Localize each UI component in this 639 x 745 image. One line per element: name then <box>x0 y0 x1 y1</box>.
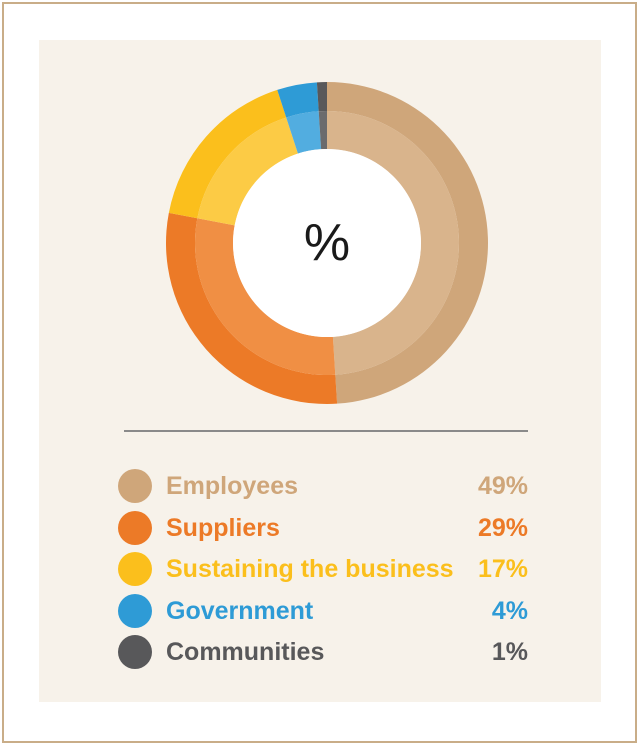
legend-label: Communities <box>166 638 325 666</box>
slice-inner-government <box>286 111 322 154</box>
legend-value: 1% <box>491 638 528 666</box>
slice-inner-employees <box>327 111 459 375</box>
slice-suppliers <box>165 212 338 404</box>
legend-item: Government 4% <box>118 591 530 633</box>
legend-label: Government <box>166 596 314 625</box>
donut-hole <box>233 149 421 337</box>
legend-label: Sustaining the business <box>166 555 454 583</box>
legend-label: Suppliers <box>166 513 280 542</box>
legend-item: Suppliers 29% <box>118 508 530 550</box>
legend-swatch <box>118 593 152 628</box>
slice-sustaining-the-business <box>168 89 287 219</box>
slice-government <box>277 82 319 118</box>
legend-value: 29% <box>477 513 528 542</box>
legend: Employees 49% Suppliers 29% Sustaining the b… <box>118 466 530 674</box>
legend-swatch <box>118 469 152 503</box>
slice-communities <box>316 82 327 112</box>
legend-swatch <box>118 510 152 545</box>
legend-label: Employees <box>166 472 299 500</box>
legend-value: 4% <box>491 596 528 625</box>
legend-swatch <box>118 635 152 669</box>
legend-divider <box>124 430 528 432</box>
slice-inner-communities <box>318 111 327 150</box>
donut-center-label: % <box>304 214 350 272</box>
donut-slices <box>165 82 488 404</box>
legend-value: 49% <box>477 472 528 500</box>
legend-item: Communities 1% <box>118 632 530 674</box>
legend-item: Employees 49% <box>118 466 530 508</box>
slice-inner-suppliers <box>195 218 336 375</box>
legend-value: 17% <box>477 555 528 583</box>
legend-swatch <box>118 552 152 586</box>
slice-inner-sustaining-the-business <box>197 117 298 226</box>
slice-employees <box>327 82 488 404</box>
legend-item: Sustaining the business 17% <box>118 549 530 591</box>
